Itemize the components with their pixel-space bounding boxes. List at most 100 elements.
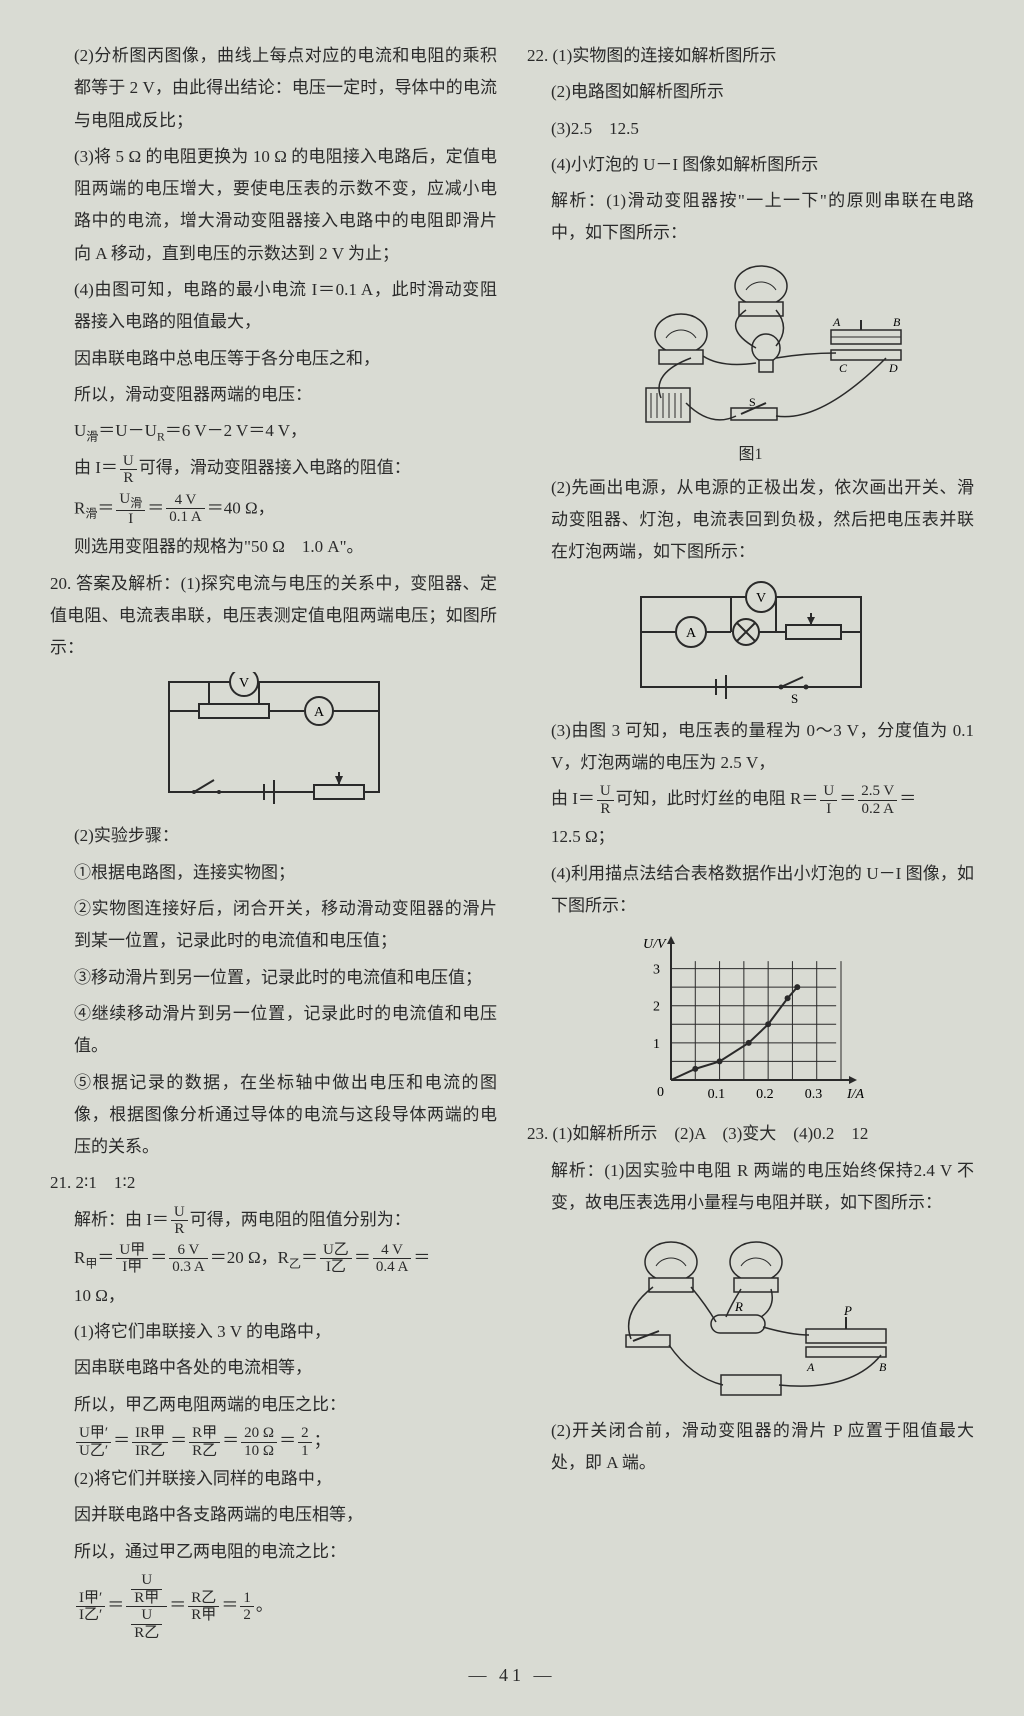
para: 所以，甲乙两电阻两端的电压之比：: [50, 1389, 497, 1421]
para: (3)2.5 12.5: [527, 113, 974, 145]
eq: ＝: [899, 789, 916, 808]
svg-text:B: B: [879, 1360, 887, 1374]
para: ①根据电路图，连接实物图；: [50, 857, 497, 889]
equation: I甲′I乙′＝UR甲UR乙＝R乙R甲＝12。: [50, 1572, 497, 1641]
var: R: [74, 498, 85, 517]
eq: 可得，两电阻的阻值分别为：: [190, 1210, 411, 1229]
fraction: 4 V0.4 A: [373, 1242, 412, 1276]
left-column: (2)分析图丙图像，曲线上每点对应的电流和电阻的乘积都等于 2 V，由此得出结论…: [50, 40, 497, 1645]
right-column: 22. (1)实物图的连接如解析图所示 (2)电路图如解析图所示 (3)2.5 …: [527, 40, 974, 1645]
para: (3)由图 3 可知，电压表的量程为 0～3 V，分度值为 0.1 V，灯泡两端…: [527, 715, 974, 780]
eq: ＝20 Ω，R: [210, 1248, 289, 1267]
para: (4)小灯泡的 U－I 图像如解析图所示: [527, 149, 974, 181]
svg-text:0.3: 0.3: [804, 1087, 822, 1102]
equation: 由 I＝UR可得，滑动变阻器接入电路的阻值：: [50, 452, 497, 486]
physical-diagram-3: R P A B: [527, 1227, 974, 1407]
para: 答案及解析：(1)探究电流与电压的关系中，变阻器、定值电阻、电流表串联，电压表测…: [50, 574, 497, 658]
para: (2)电路图如解析图所示: [527, 76, 974, 108]
eq: 解析：由 I＝: [74, 1210, 169, 1229]
para: 因串联电路中总电压等于各分电压之和，: [50, 343, 497, 375]
svg-text:V: V: [755, 591, 765, 606]
para: (1)将它们串联接入 3 V 的电路中，: [50, 1316, 497, 1348]
fraction: 4 V0.1 A: [166, 492, 205, 526]
svg-text:P: P: [843, 1303, 852, 1318]
para: (2)先画出电源，从电源的正极出发，依次画出开关、滑动变阻器、灯泡，电流表回到负…: [527, 472, 974, 569]
para: 因并联电路中各支路两端的电压相等，: [50, 1499, 497, 1531]
para: (2)开关闭合前，滑动变阻器的滑片 P 应置于阻值最大处，即 A 端。: [527, 1415, 974, 1480]
para: 则选用变阻器的规格为"50 Ω 1.0 A"。: [50, 531, 497, 563]
denominator: 0.1 A: [166, 509, 205, 526]
physical-diagram-1: A B C D S 图: [527, 258, 974, 464]
para: (2)将它们并联接入同样的电路中，: [50, 1463, 497, 1495]
svg-text:S: S: [749, 395, 756, 409]
fraction: U滑I: [116, 491, 145, 528]
para: ⑤根据记录的数据，在坐标轴中做出电压和电流的图像，根据图像分析通过导体的电流与这…: [50, 1067, 497, 1164]
numerator: IR甲: [132, 1425, 168, 1443]
svg-text:A: A: [806, 1360, 815, 1374]
eq: ＝: [279, 1431, 296, 1450]
para: (4)利用描点法结合表格数据作出小灯泡的 U－I 图像，如下图所示：: [527, 858, 974, 923]
question-number: 20.: [50, 574, 71, 593]
para: 解析：(1)因实验中电阻 R 两端的电压始终保持2.4 V 不变，故电压表选用小…: [527, 1155, 974, 1220]
circuit-diagram-2: V A: [527, 577, 974, 707]
fraction: 6 V0.3 A: [169, 1242, 208, 1276]
subscript: 甲: [85, 1256, 97, 1270]
denominator: R: [597, 801, 614, 818]
numerator: U: [120, 453, 137, 471]
eq: ＝: [107, 1595, 124, 1614]
equation: 解析：由 I＝UR可得，两电阻的阻值分别为：: [50, 1204, 497, 1238]
eq: ＝: [222, 1431, 239, 1450]
para: (1)实物图的连接如解析图所示: [553, 46, 777, 65]
fraction: 12: [240, 1590, 254, 1624]
numerator: 4 V: [166, 492, 205, 510]
eq: ＝: [839, 789, 856, 808]
subscript: 滑: [85, 506, 97, 520]
para: 因串联电路中各处的电流相等，: [50, 1352, 497, 1384]
subscript: 滑: [86, 430, 98, 444]
svg-text:1: 1: [653, 1037, 660, 1052]
eq: ＝40 Ω，: [207, 498, 275, 517]
eq: ＝: [150, 1248, 167, 1267]
para: (4)由图可知，电路的最小电流 I＝0.1 A，此时滑动变阻器接入电路的阻值最大…: [50, 274, 497, 339]
svg-text:S: S: [791, 691, 798, 706]
numerator: R甲: [189, 1425, 220, 1443]
fraction: IR甲IR乙: [132, 1425, 168, 1459]
denominator: I乙′: [76, 1607, 105, 1624]
denominator: I乙: [320, 1259, 352, 1276]
fraction: UI: [820, 783, 837, 817]
fraction: R甲R乙: [189, 1425, 220, 1459]
numerator: 4 V: [373, 1242, 412, 1260]
eq: ＝: [169, 1595, 186, 1614]
eq: 可知，此时灯丝的电阻 R＝: [616, 789, 819, 808]
answer: 2∶1 1∶2: [76, 1173, 136, 1192]
numerator: U乙: [320, 1242, 352, 1260]
svg-text:A: A: [832, 315, 841, 329]
eq: 由 I＝: [74, 458, 118, 477]
para: (3)将 5 Ω 的电阻更换为 10 Ω 的电阻接入电路后，定值电阻两端的电压增…: [50, 141, 497, 270]
para: 所以，滑动变阻器两端的电压：: [50, 379, 497, 411]
denominator: 0.3 A: [169, 1259, 208, 1276]
subscript: 乙: [289, 1256, 301, 1270]
para: (2)分析图丙图像，曲线上每点对应的电流和电阻的乘积都等于 2 V，由此得出结论…: [50, 40, 497, 137]
question-20: 20. 答案及解析：(1)探究电流与电压的关系中，变阻器、定值电阻、电流表串联，…: [50, 568, 497, 665]
eq: ＝: [170, 1431, 187, 1450]
eq: 由 I＝: [551, 789, 595, 808]
page-number: — 41 —: [50, 1665, 974, 1686]
eq: ；: [314, 1431, 331, 1450]
svg-text:B: B: [893, 315, 901, 329]
equation: U滑＝U－UR＝6 V－2 V＝4 V，: [50, 415, 497, 448]
numerator: 2.5 V: [858, 783, 897, 801]
para: (2)实验步骤：: [50, 820, 497, 852]
numerator: 20 Ω: [241, 1425, 277, 1443]
eq: ＝: [147, 498, 164, 517]
svg-text:D: D: [888, 361, 898, 375]
fraction: UR: [120, 453, 137, 487]
svg-text:U/V: U/V: [643, 937, 667, 952]
question-number: 21.: [50, 1173, 71, 1192]
numerator: U: [820, 783, 837, 801]
eq: ＝6 V－2 V＝4 V，: [165, 421, 307, 440]
fraction: UR: [171, 1204, 188, 1238]
eq: ＝: [413, 1248, 430, 1267]
eq: ＝U－U: [98, 421, 157, 440]
denominator: IR乙: [132, 1443, 168, 1460]
